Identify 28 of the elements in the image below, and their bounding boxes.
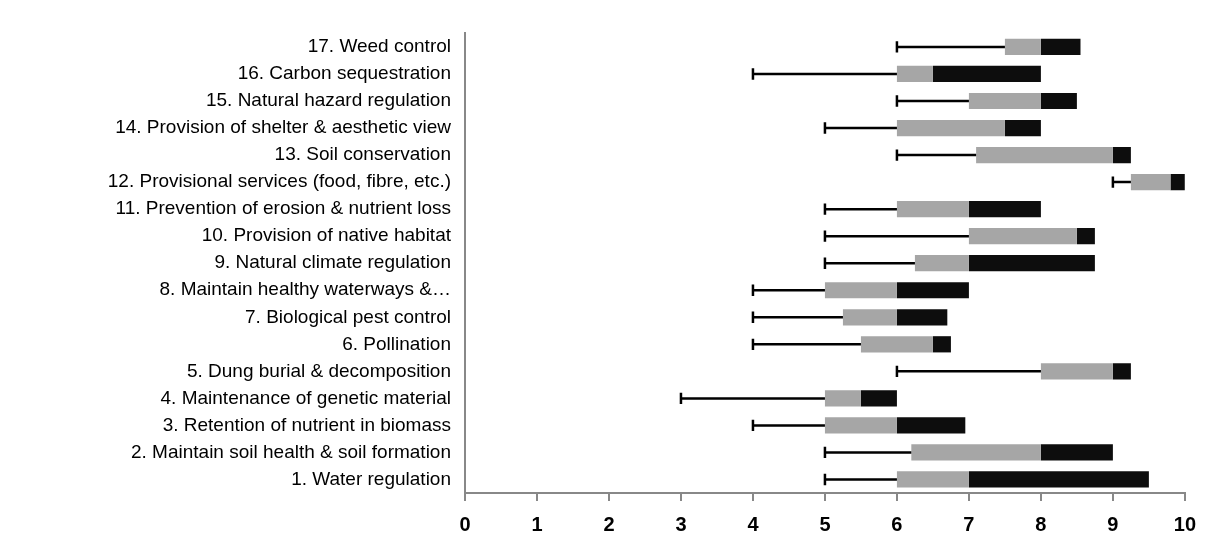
x-tick-label: 10 — [1173, 512, 1196, 535]
y-tick-label: 17. Weed control — [307, 35, 451, 57]
y-tick-label: 10. Provision of native habitat — [201, 224, 452, 246]
x-tick-label: 7 — [963, 512, 975, 535]
x-tick-label: 1 — [531, 512, 543, 535]
y-tick-label: 9. Natural climate regulation — [214, 251, 451, 273]
x-tick-label: 3 — [675, 512, 687, 535]
y-tick-label: 7. Biological pest control — [245, 305, 451, 327]
x-tick-label: 9 — [1107, 512, 1119, 535]
y-tick-label: 3. Retention of nutrient in biomass — [162, 413, 451, 435]
y-tick-label: 16. Carbon sequestration — [237, 62, 451, 84]
y-tick-label: 14. Provision of shelter & aesthetic view — [115, 116, 452, 138]
y-tick-label: 4. Maintenance of genetic material — [160, 386, 451, 408]
y-tick-label: 5. Dung burial & decomposition — [186, 359, 451, 381]
x-tick-label: 8 — [1035, 512, 1047, 535]
y-tick-label: 12. Provisional services (food, fibre, etc.) — [107, 170, 451, 192]
x-tick-label: 0 — [459, 512, 471, 535]
y-tick-label: 2. Maintain soil health & soil formation — [131, 440, 451, 462]
y-tick-label: 15. Natural hazard regulation — [205, 89, 451, 111]
y-tick-label: 8. Maintain healthy waterways &… — [159, 278, 451, 300]
x-tick-label: 4 — [747, 512, 760, 535]
y-tick-label: 13. Soil conservation — [274, 143, 451, 165]
y-tick-label: 1. Water regulation — [291, 467, 451, 489]
x-tick-label: 2 — [603, 512, 615, 535]
x-tick-label: 6 — [891, 512, 903, 535]
y-tick-label: 6. Pollination — [342, 332, 451, 354]
x-tick-label: 5 — [819, 512, 831, 535]
y-tick-label: 11. Prevention of erosion & nutrient loss — [115, 197, 451, 219]
